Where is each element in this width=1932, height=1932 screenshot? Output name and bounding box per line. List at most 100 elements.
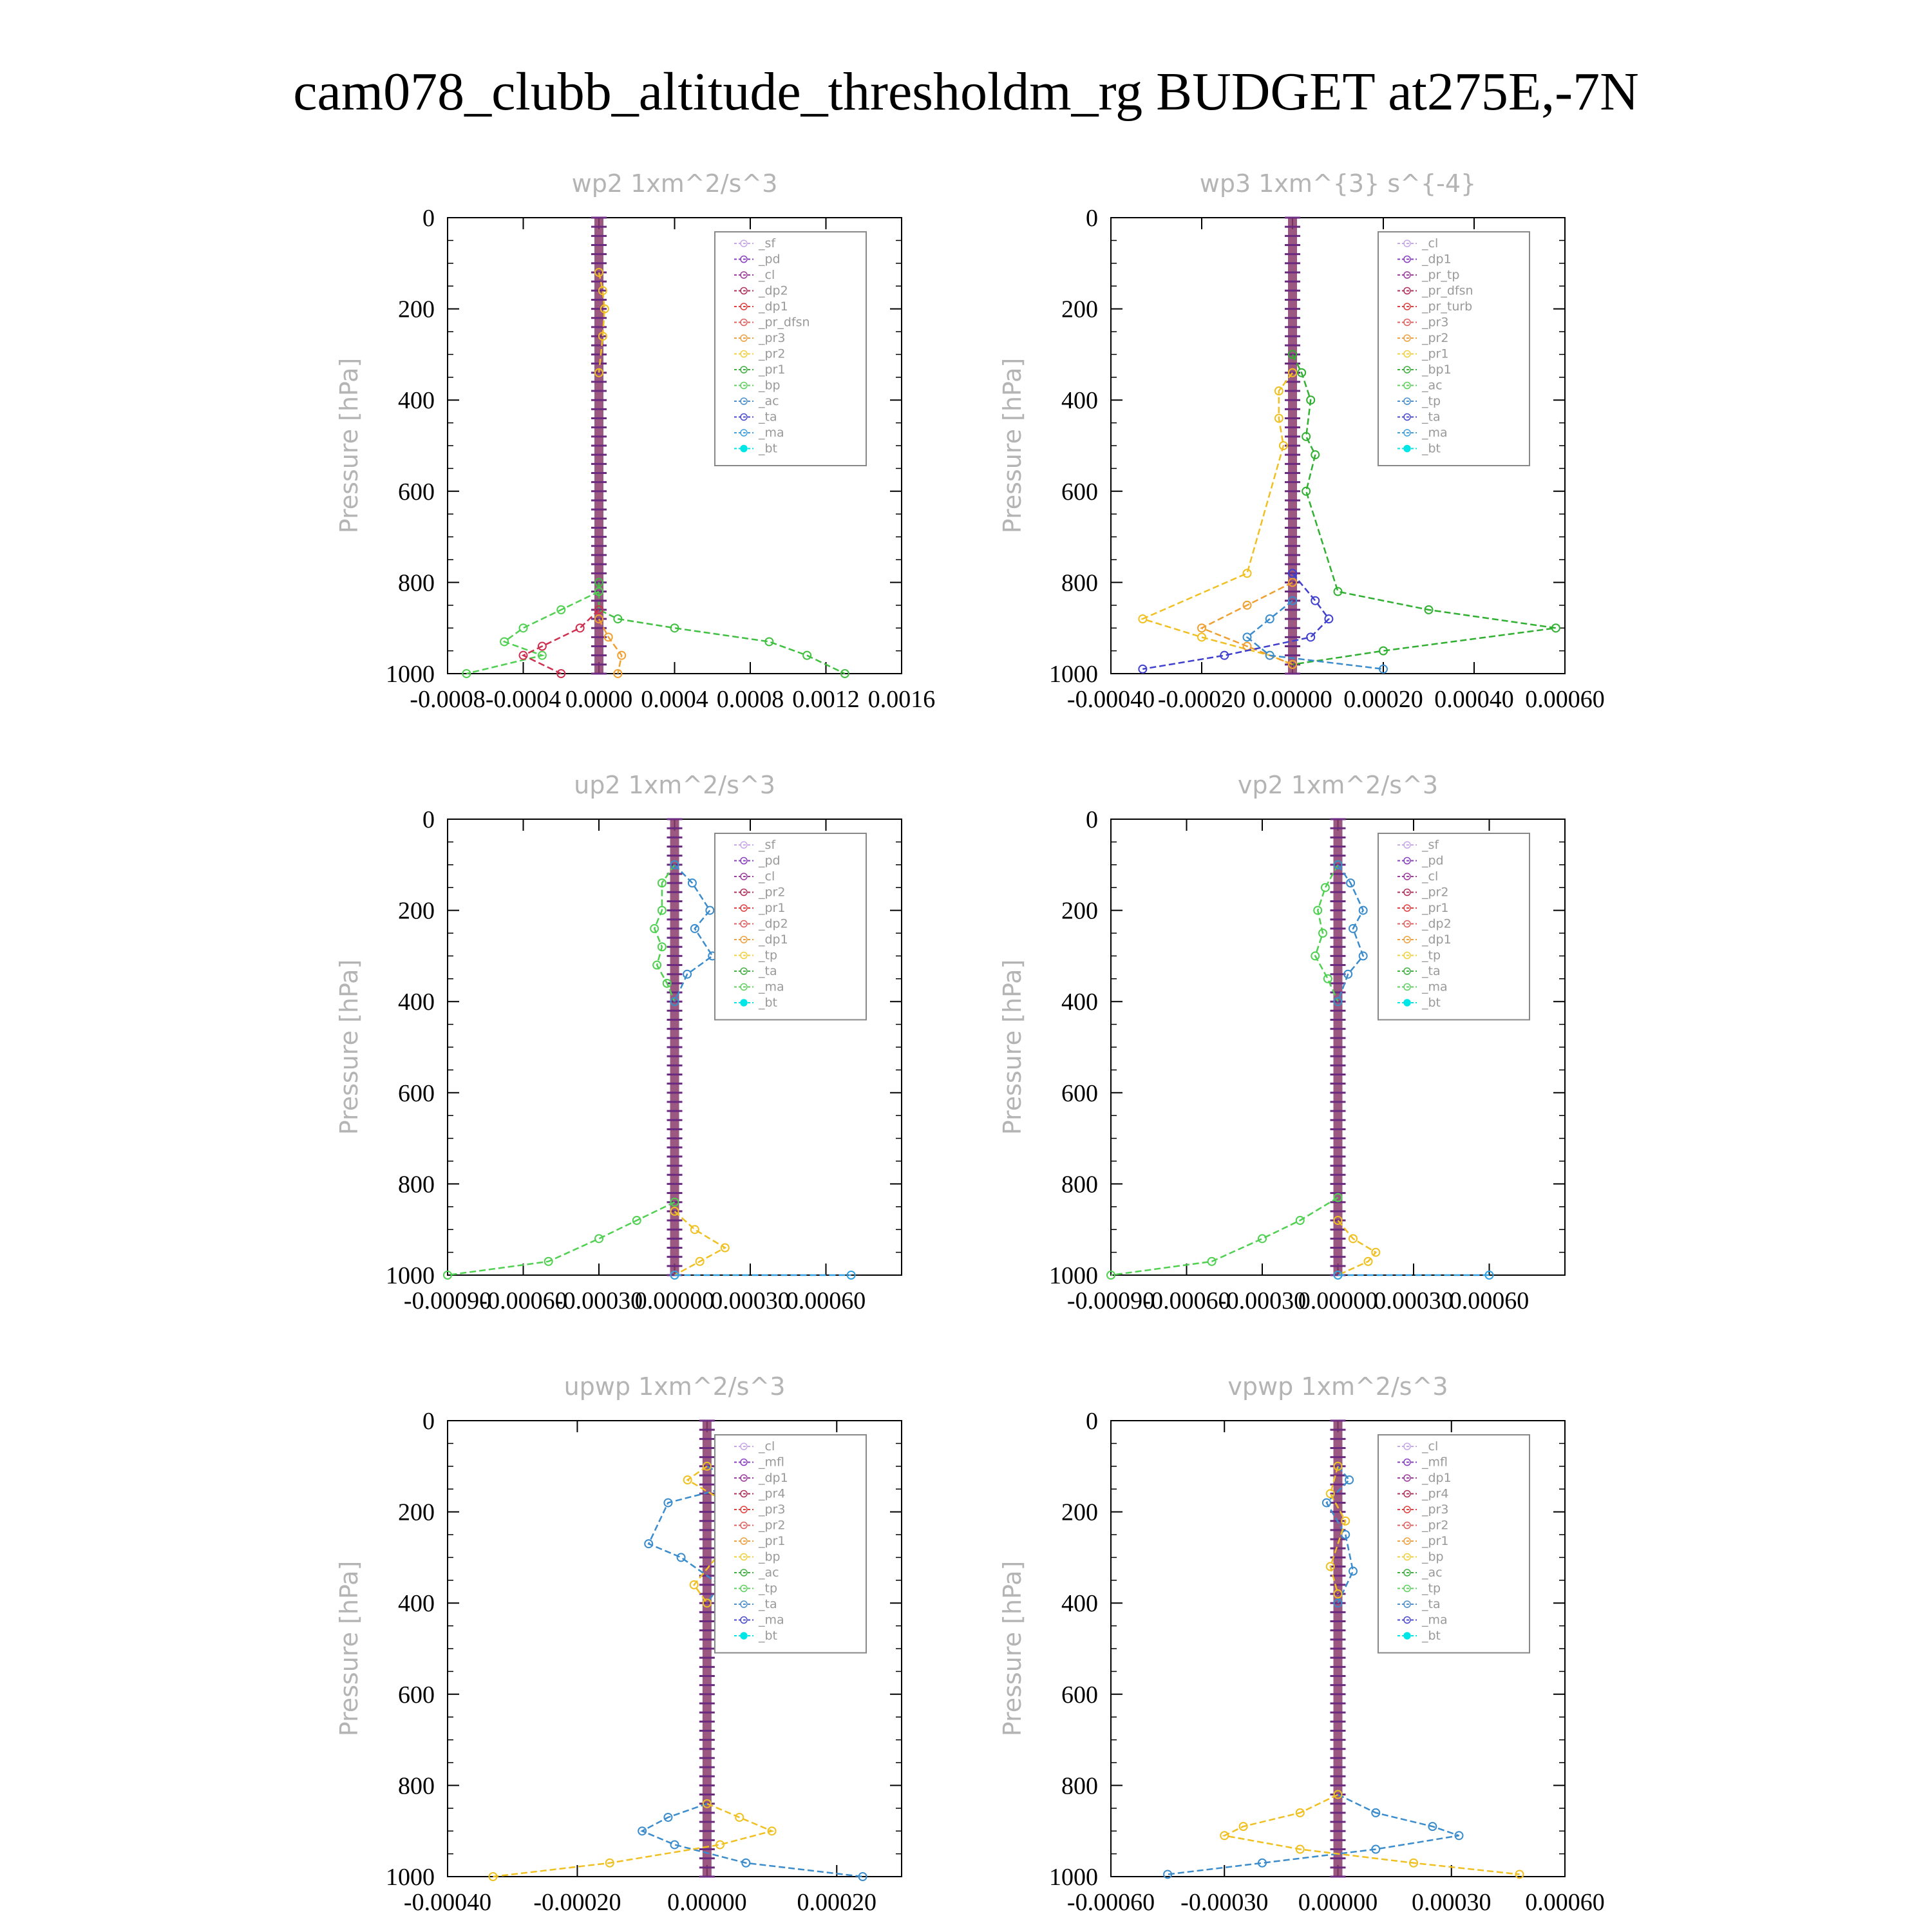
series-point (1323, 974, 1332, 983)
series-point (650, 923, 659, 933)
x-tick-label: 0.00000 (1253, 686, 1332, 713)
series-point (1358, 951, 1368, 961)
x-tick-label: -0.0008 (410, 686, 485, 713)
legend-marker (1403, 271, 1411, 279)
series-point (1311, 596, 1320, 605)
x-tick-label: -0.00040 (1067, 686, 1155, 713)
series-point (443, 1271, 452, 1280)
x-tick-label: 0.00040 (1434, 686, 1514, 713)
y-axis-label: Pressure [hPa] (335, 358, 363, 534)
legend-marker (740, 318, 748, 327)
series-point (1333, 1461, 1343, 1471)
legend-label: _pr2 (758, 347, 785, 361)
legend-marker (740, 271, 748, 279)
series-point (670, 623, 679, 633)
legend-marker (740, 444, 748, 453)
legend-label: _pr2 (1421, 886, 1448, 900)
legend-label: _tp (1421, 1582, 1441, 1596)
legend-label: _ac (758, 1566, 779, 1580)
series-point (767, 1826, 777, 1836)
series-point (1551, 623, 1560, 633)
series-point (1288, 350, 1297, 359)
legend-marker (740, 255, 748, 263)
legend-label: _pr_tp (1421, 268, 1459, 282)
y-tick-label: 600 (398, 1080, 435, 1107)
series-point (1258, 1234, 1267, 1244)
legend-marker (740, 1443, 748, 1450)
legend-label: _ac (1421, 379, 1443, 393)
legend-label: _ta (758, 1597, 777, 1611)
legend-label: _sf (758, 838, 776, 852)
series-point (670, 1840, 679, 1850)
series-point (594, 267, 603, 277)
series-line-tp (1325, 1466, 1354, 1604)
y-tick-label: 0 (422, 1408, 435, 1435)
series-line-dp1 (447, 1201, 676, 1276)
series-point (1302, 431, 1311, 441)
panel-5: upwp 1xm^2/s^3 Pressure [hPa] 0 200 400 600 80… (335, 1372, 902, 1916)
y-tick-label: 0 (1086, 1408, 1098, 1435)
series-point (1371, 1247, 1381, 1257)
legend-marker (1403, 1521, 1411, 1530)
series-point (632, 1216, 641, 1226)
series-point (657, 905, 667, 915)
series-point (670, 997, 679, 1007)
series-point (1320, 883, 1330, 893)
legend-label: _pd (1421, 854, 1444, 868)
legend-label: _dp1 (1421, 1471, 1452, 1485)
series-point (1318, 929, 1327, 938)
y-axis-label: Pressure [hPa] (335, 1561, 363, 1737)
series-point (1265, 614, 1274, 624)
legend-marker (740, 350, 748, 358)
y-tick-label: 600 (398, 478, 435, 506)
series-point (840, 669, 849, 678)
series-point (1454, 1831, 1464, 1841)
legend-label: _pr4 (1421, 1487, 1448, 1501)
y-tick-label: 400 (1061, 387, 1098, 414)
series-point (575, 623, 585, 633)
legend-marker (1403, 967, 1411, 975)
legend-marker (1403, 381, 1411, 390)
panel-6: vpwp 1xm^2/s^3 Pressure [hPa] 0 200 400 600 80… (998, 1372, 1605, 1916)
series-point (670, 1206, 679, 1216)
series-point (1345, 1475, 1354, 1485)
legend-marker (740, 1553, 748, 1561)
panel-3: up2 1xm^2/s^3 Pressure [hPa] 0 200 400 600 800… (335, 771, 902, 1314)
series-point (1333, 860, 1343, 869)
series-point (594, 368, 603, 377)
y-axis-label: Pressure [hPa] (335, 960, 363, 1135)
series-line-bp1 (1291, 354, 1557, 666)
legend-marker (1403, 1537, 1411, 1545)
x-tick-label: -0.00060 (1142, 1287, 1230, 1314)
legend-box (1378, 1434, 1530, 1654)
panels: wp2 1xm^2/s^3 Pressure [hPa] 0 200 400 600 800… (335, 169, 1605, 1916)
series-point (644, 1539, 654, 1549)
legend-marker (1403, 240, 1411, 247)
series-point (1371, 1808, 1381, 1817)
legend-marker (740, 413, 748, 421)
legend-label: _pr3 (1421, 316, 1448, 330)
series-point (846, 1271, 856, 1280)
legend-label: _tp (758, 1582, 777, 1596)
panel-title: vp2 1xm^2/s^3 (1238, 771, 1438, 799)
series-point (1138, 664, 1148, 674)
x-tick-label: 0.00030 (1374, 1287, 1454, 1314)
legend-label: _cl (1421, 236, 1438, 251)
panel-4: vp2 1xm^2/s^3 Pressure [hPa] 0 200 400 600 800… (998, 771, 1566, 1314)
series-point (594, 578, 603, 587)
y-tick-label: 200 (398, 898, 435, 925)
legend-label: _pd (758, 252, 781, 267)
legend-label: _bt (758, 996, 777, 1010)
series-point (1333, 1790, 1343, 1799)
legend-label: _pr_dfsn (1421, 284, 1473, 298)
legend-marker (1403, 873, 1411, 880)
legend-marker (1403, 334, 1411, 342)
series-point (1295, 1844, 1305, 1854)
legend-label: _cl (1421, 869, 1438, 884)
series-point (702, 1598, 712, 1608)
legend-label: _pr1 (1421, 1534, 1448, 1548)
legend-label: _bt (758, 442, 777, 456)
legend-label: _bt (1421, 1629, 1441, 1643)
series-point (600, 304, 609, 314)
legend-marker (1403, 303, 1411, 310)
